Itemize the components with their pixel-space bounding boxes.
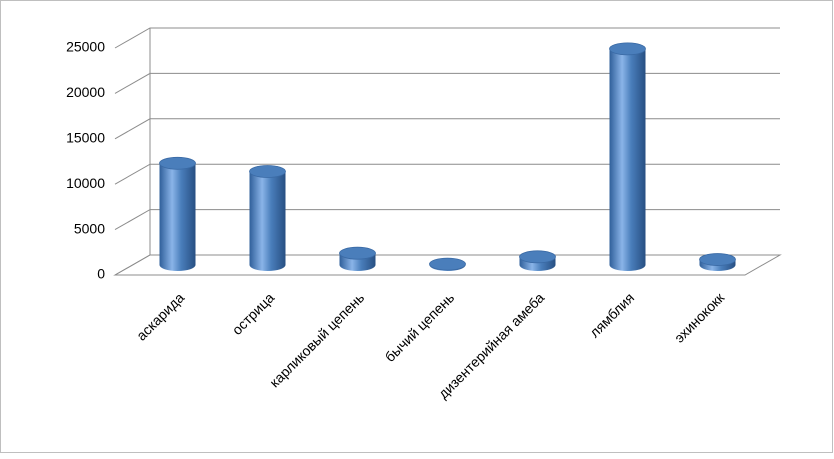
bar bbox=[339, 246, 376, 271]
grid-line bbox=[114, 118, 780, 140]
bar-body bbox=[609, 48, 646, 272]
grid-line bbox=[114, 27, 780, 49]
bar-body bbox=[159, 163, 196, 271]
bar-body bbox=[249, 171, 286, 271]
bar bbox=[429, 257, 466, 271]
bar bbox=[519, 250, 556, 271]
grid-line bbox=[114, 209, 780, 231]
bar bbox=[699, 253, 736, 271]
bar bbox=[609, 42, 646, 272]
grid-line bbox=[114, 163, 780, 185]
bar-top bbox=[519, 250, 556, 264]
grid-line bbox=[114, 254, 780, 276]
bar-top bbox=[609, 42, 646, 56]
y-tick-label: 5000 bbox=[74, 220, 105, 236]
bar-top bbox=[159, 156, 196, 170]
y-tick-label: 15000 bbox=[66, 130, 105, 146]
grid-line bbox=[114, 72, 780, 94]
bar bbox=[159, 156, 196, 271]
y-tick-label: 10000 bbox=[66, 175, 105, 191]
bar-top bbox=[429, 257, 466, 271]
y-tick-label: 0 bbox=[97, 266, 105, 282]
bar-top bbox=[249, 165, 286, 178]
bar-top bbox=[339, 246, 376, 260]
bar bbox=[249, 165, 286, 271]
y-tick-label: 25000 bbox=[66, 39, 105, 55]
y-tick-label: 20000 bbox=[66, 84, 105, 100]
bar-top bbox=[699, 253, 736, 266]
